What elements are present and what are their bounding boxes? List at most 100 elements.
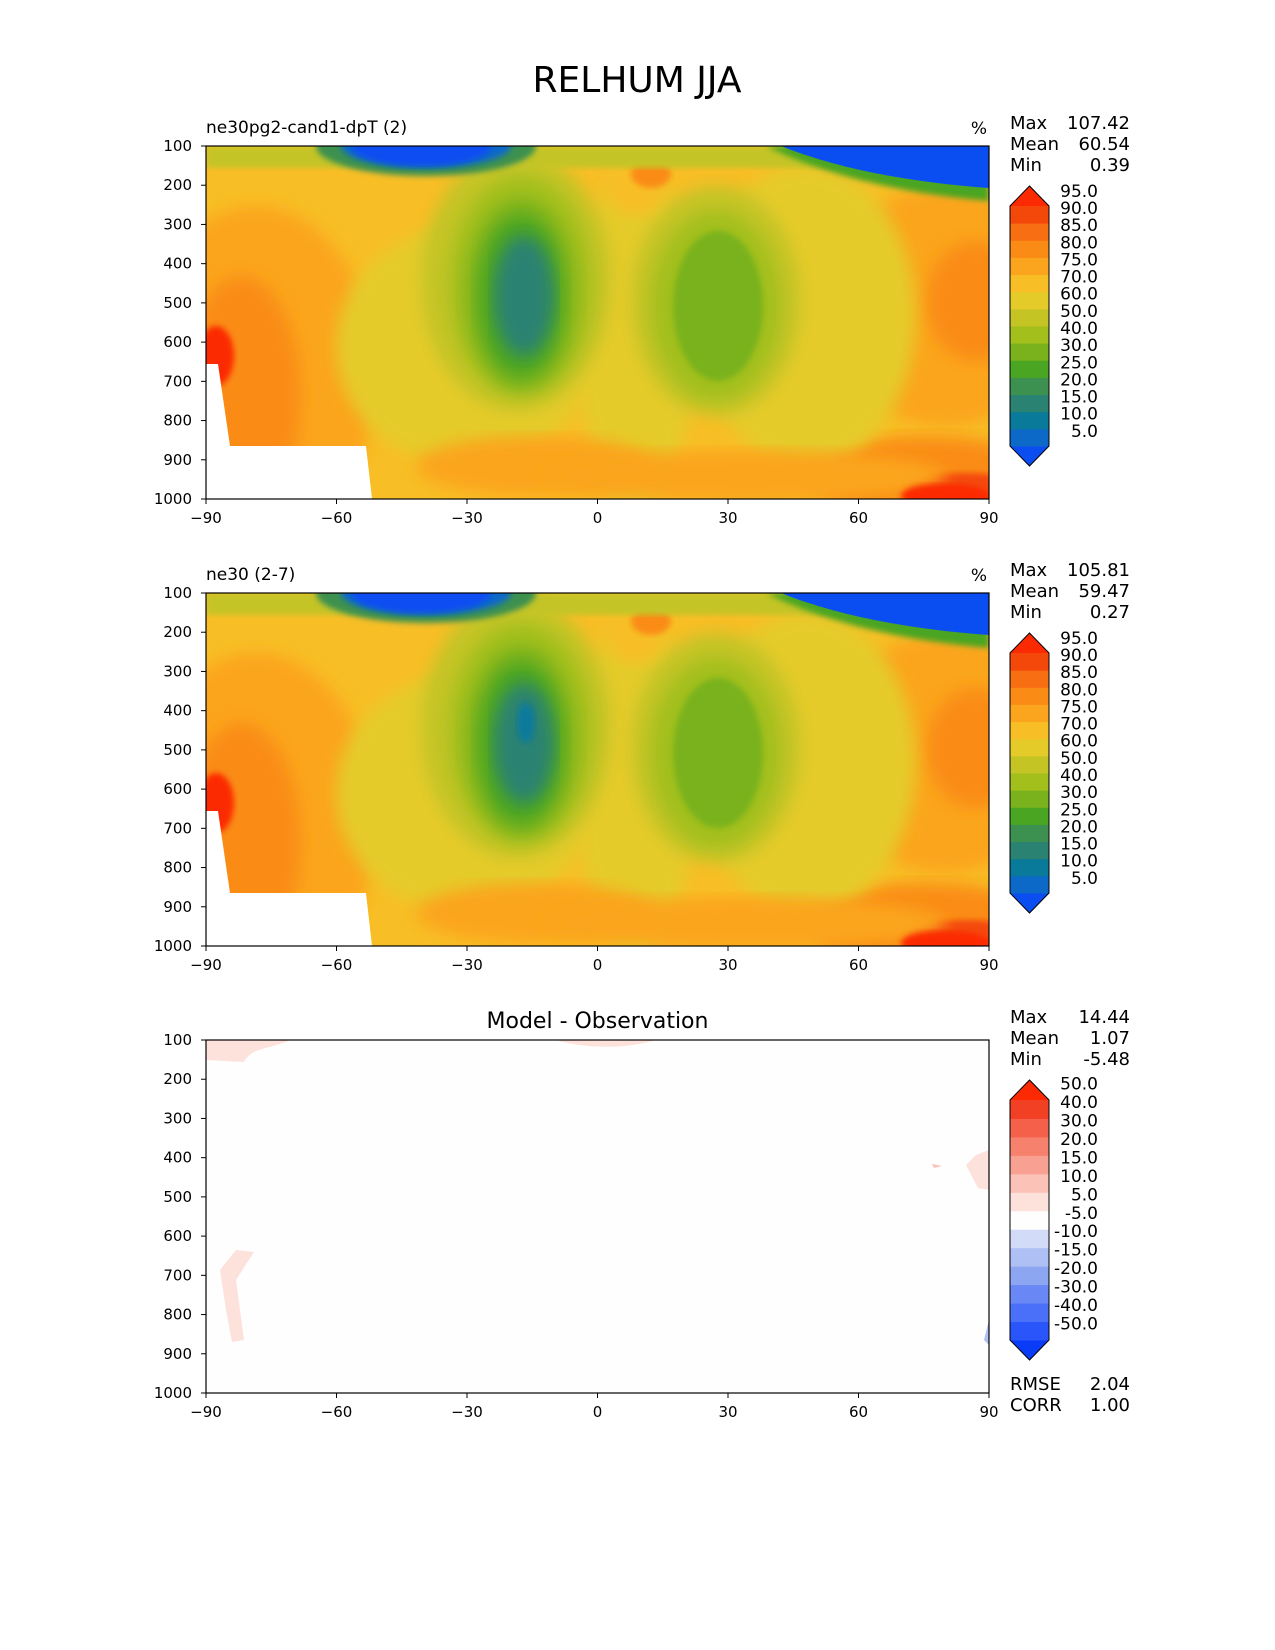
colorbar-swatch bbox=[1010, 807, 1049, 825]
colorbar-swatch bbox=[1010, 377, 1049, 396]
colorbar-level-label: 80.0 bbox=[1060, 233, 1098, 253]
colorbar-swatch bbox=[1010, 773, 1049, 791]
stat-mean-label: Mean bbox=[1010, 581, 1059, 602]
x-tick-label: 30 bbox=[718, 956, 737, 974]
colorbar-level-label: 10.0 bbox=[1060, 405, 1098, 425]
panel-3: −90 −60 −30 0 30 60 90 100 200 300 400 500 600 700 800… bbox=[154, 1007, 1130, 1421]
colorbar-level-label: 10.0 bbox=[1060, 852, 1098, 872]
x-tick-label: 90 bbox=[979, 1403, 998, 1421]
colorbar-level-label: 40.0 bbox=[1060, 1093, 1098, 1113]
rmse-label: RMSE bbox=[1010, 1374, 1061, 1395]
panel-title: ne30 (2-7) bbox=[206, 565, 295, 585]
colorbar-level-label: -5.0 bbox=[1065, 1204, 1098, 1224]
colorbar-level-label: 5.0 bbox=[1071, 422, 1098, 442]
rmse-value: 2.04 bbox=[1090, 1374, 1130, 1395]
colorbar-swatch bbox=[1010, 1155, 1049, 1175]
colorbar-level-label: 90.0 bbox=[1060, 646, 1098, 666]
colorbar-level-label: 70.0 bbox=[1060, 715, 1098, 735]
stat-min-value: 0.39 bbox=[1090, 155, 1130, 176]
x-tick-label: −60 bbox=[321, 1403, 353, 1421]
x-tick-label: 0 bbox=[593, 956, 603, 974]
colorbar-swatch bbox=[1010, 653, 1049, 671]
stat-min-label: Min bbox=[1010, 155, 1042, 176]
colorbar-swatch bbox=[1010, 841, 1049, 860]
colorbar-outline bbox=[1009, 1079, 1050, 1361]
colorbar-level-label: -20.0 bbox=[1054, 1259, 1098, 1279]
y-tick-label: 500 bbox=[163, 1188, 192, 1206]
colorbar-level-label: 40.0 bbox=[1060, 319, 1098, 339]
colorbar-swatch bbox=[1010, 738, 1049, 757]
colorbar-swatch bbox=[1010, 824, 1049, 843]
y-tick-label: 400 bbox=[163, 1149, 192, 1167]
y-tick-label: 900 bbox=[163, 898, 192, 916]
colorbar: 5.010.015.020.025.030.040.050.060.070.07… bbox=[1009, 182, 1098, 467]
colorbar-swatch bbox=[1010, 1210, 1049, 1230]
colorbar-swatch bbox=[1010, 206, 1049, 224]
stat-max-value: 14.44 bbox=[1078, 1007, 1130, 1028]
colorbar-extend-top bbox=[1010, 186, 1049, 206]
colorbar-level-label: 95.0 bbox=[1060, 182, 1098, 202]
y-tick-label: 100 bbox=[163, 137, 192, 155]
y-tick-label: 1000 bbox=[154, 1384, 192, 1402]
colorbar-level-label: 75.0 bbox=[1060, 250, 1098, 270]
y-tick-label: 100 bbox=[163, 584, 192, 602]
colorbar-level-label: 50.0 bbox=[1060, 1075, 1098, 1095]
x-tick-label: 60 bbox=[849, 1403, 868, 1421]
colorbar-swatch bbox=[1010, 1284, 1049, 1304]
colorbar-swatch bbox=[1010, 274, 1049, 293]
colorbar-extend-bottom bbox=[1010, 446, 1049, 466]
colorbar-extend-top bbox=[1010, 1080, 1049, 1100]
colorbar-level-label: 15.0 bbox=[1060, 835, 1098, 855]
colorbar-swatch bbox=[1010, 394, 1049, 413]
colorbar-level-label: 20.0 bbox=[1060, 1130, 1098, 1150]
x-tick-label: 30 bbox=[718, 509, 737, 527]
x-tick-label: −30 bbox=[451, 1403, 483, 1421]
colorbar-swatch bbox=[1010, 1266, 1049, 1286]
colorbar-swatch bbox=[1010, 308, 1049, 327]
colorbar-swatch bbox=[1010, 1118, 1049, 1138]
contour-field bbox=[206, 593, 989, 946]
corr-value: 1.00 bbox=[1090, 1395, 1130, 1416]
x-tick-label: −30 bbox=[451, 509, 483, 527]
x-tick-label: 0 bbox=[593, 1403, 603, 1421]
x-tick-label: −90 bbox=[190, 509, 222, 527]
stat-mean-label: Mean bbox=[1010, 134, 1059, 155]
y-tick-label: 600 bbox=[163, 780, 192, 798]
colorbar-level-label: 30.0 bbox=[1060, 1111, 1098, 1131]
x-tick-label: 0 bbox=[593, 509, 603, 527]
colorbar-swatch bbox=[1010, 257, 1049, 276]
colorbar-swatch bbox=[1010, 291, 1049, 310]
colorbar-swatch bbox=[1010, 1173, 1049, 1193]
units-label: % bbox=[971, 566, 987, 586]
colorbar-level-label: 60.0 bbox=[1060, 732, 1098, 752]
stat-max-value: 105.81 bbox=[1067, 560, 1130, 581]
stat-min-label: Min bbox=[1010, 1049, 1042, 1070]
x-tick-label: −30 bbox=[451, 956, 483, 974]
y-tick-label: 700 bbox=[163, 372, 192, 390]
stat-min-label: Min bbox=[1010, 602, 1042, 623]
y-tick-label: 800 bbox=[163, 1306, 192, 1324]
stat-max-label: Max bbox=[1010, 113, 1048, 134]
colorbar: 5.010.015.020.025.030.040.050.060.070.07… bbox=[1009, 629, 1098, 914]
colorbar-level-label: 25.0 bbox=[1060, 353, 1098, 373]
colorbar-level-label: 75.0 bbox=[1060, 697, 1098, 717]
stat-mean-value: 59.47 bbox=[1078, 581, 1130, 602]
colorbar-extend-top bbox=[1010, 633, 1049, 653]
colorbar-level-label: 50.0 bbox=[1060, 749, 1098, 769]
contour-field bbox=[206, 146, 989, 499]
colorbar-level-label: 15.0 bbox=[1060, 1148, 1098, 1168]
colorbar-extend-bottom bbox=[1010, 1340, 1049, 1360]
colorbar-swatch bbox=[1010, 1247, 1049, 1267]
panel-title: ne30pg2-cand1-dpT (2) bbox=[206, 118, 407, 138]
stat-min-value: 0.27 bbox=[1090, 602, 1130, 623]
y-tick-label: 900 bbox=[163, 451, 192, 469]
colorbar-swatch bbox=[1010, 1321, 1049, 1341]
colorbar-level-label: 5.0 bbox=[1071, 1185, 1098, 1205]
colorbar-level-label: 95.0 bbox=[1060, 629, 1098, 649]
colorbar-level-label: 20.0 bbox=[1060, 370, 1098, 390]
colorbar-swatch bbox=[1010, 721, 1049, 740]
colorbar-level-label: -30.0 bbox=[1054, 1278, 1098, 1298]
stat-min-value: -5.48 bbox=[1083, 1049, 1130, 1070]
x-tick-label: −90 bbox=[190, 1403, 222, 1421]
corr-label: CORR bbox=[1010, 1395, 1062, 1416]
